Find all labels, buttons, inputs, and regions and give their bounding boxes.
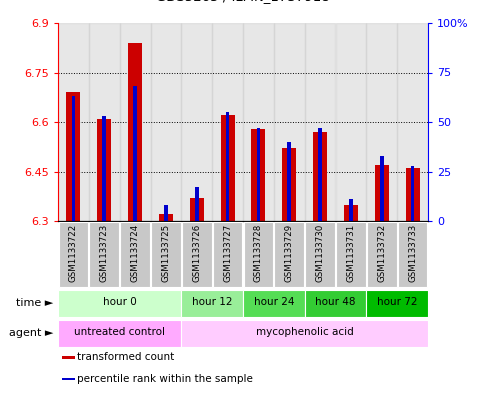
Bar (344, 204, 358, 221)
Bar (375, 165, 389, 221)
Text: GSM1133732: GSM1133732 (377, 224, 386, 282)
Text: GSM1133725: GSM1133725 (161, 224, 170, 282)
Bar (305, 23, 336, 221)
Bar (133, 86, 137, 221)
Bar (313, 132, 327, 221)
Bar (221, 116, 235, 221)
Bar (128, 43, 142, 221)
Text: GSM1133723: GSM1133723 (100, 224, 109, 282)
FancyBboxPatch shape (367, 222, 397, 286)
FancyBboxPatch shape (243, 290, 305, 316)
Bar (71, 96, 75, 221)
Bar (67, 92, 80, 221)
Bar (151, 23, 181, 221)
Bar (411, 165, 414, 221)
FancyBboxPatch shape (305, 290, 366, 316)
FancyBboxPatch shape (181, 290, 243, 316)
Text: GSM1133724: GSM1133724 (130, 224, 140, 282)
Text: hour 24: hour 24 (254, 298, 294, 307)
Text: GSM1133731: GSM1133731 (346, 224, 355, 282)
FancyBboxPatch shape (182, 222, 212, 286)
Text: GSM1133728: GSM1133728 (254, 224, 263, 282)
FancyBboxPatch shape (120, 222, 150, 286)
Bar (282, 149, 296, 221)
Text: percentile rank within the sample: percentile rank within the sample (77, 374, 253, 384)
Text: GSM1133729: GSM1133729 (285, 224, 294, 282)
Text: GSM1133730: GSM1133730 (315, 224, 325, 282)
Bar (366, 23, 397, 221)
Text: hour 72: hour 72 (377, 298, 417, 307)
Bar (62, 378, 75, 380)
Text: mycophenolic acid: mycophenolic acid (256, 327, 354, 338)
Bar (97, 119, 111, 221)
FancyBboxPatch shape (213, 222, 242, 286)
Text: hour 0: hour 0 (103, 298, 137, 307)
FancyBboxPatch shape (398, 222, 427, 286)
Text: hour 48: hour 48 (315, 298, 356, 307)
Bar (397, 23, 428, 221)
Text: untreated control: untreated control (74, 327, 165, 338)
Bar (380, 156, 384, 221)
FancyBboxPatch shape (89, 222, 119, 286)
Text: GSM1133726: GSM1133726 (192, 224, 201, 282)
Bar (318, 128, 322, 221)
Bar (102, 116, 106, 221)
Bar (274, 23, 305, 221)
Text: GDS5265 / ILMN_1737918: GDS5265 / ILMN_1737918 (156, 0, 330, 4)
Bar (58, 23, 89, 221)
Text: agent ►: agent ► (9, 328, 53, 338)
Text: GSM1133733: GSM1133733 (408, 224, 417, 282)
FancyBboxPatch shape (151, 222, 181, 286)
Bar (89, 23, 120, 221)
FancyBboxPatch shape (58, 290, 181, 316)
Bar (62, 356, 75, 358)
FancyBboxPatch shape (243, 222, 273, 286)
Bar (349, 199, 353, 221)
FancyBboxPatch shape (58, 222, 88, 286)
Bar (190, 198, 204, 221)
FancyBboxPatch shape (181, 320, 428, 347)
Bar (159, 215, 173, 221)
FancyBboxPatch shape (305, 222, 335, 286)
Bar (243, 23, 274, 221)
Text: GSM1133722: GSM1133722 (69, 224, 78, 282)
Bar (256, 128, 260, 221)
Text: GSM1133727: GSM1133727 (223, 224, 232, 282)
Bar (120, 23, 151, 221)
Text: hour 12: hour 12 (192, 298, 232, 307)
FancyBboxPatch shape (58, 320, 181, 347)
FancyBboxPatch shape (274, 222, 304, 286)
Bar (164, 205, 168, 221)
Text: transformed count: transformed count (77, 352, 174, 362)
FancyBboxPatch shape (366, 290, 428, 316)
Bar (195, 187, 199, 221)
Text: time ►: time ► (16, 298, 53, 308)
FancyBboxPatch shape (336, 222, 366, 286)
Bar (406, 168, 420, 221)
Bar (287, 142, 291, 221)
Bar (226, 112, 229, 221)
Bar (212, 23, 243, 221)
Bar (252, 129, 265, 221)
Bar (336, 23, 366, 221)
Bar (181, 23, 212, 221)
